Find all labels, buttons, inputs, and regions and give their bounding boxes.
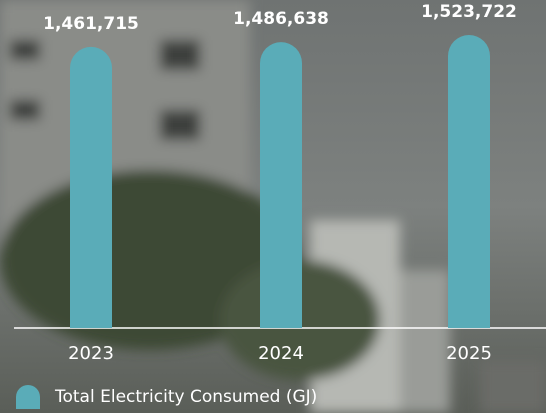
legend-swatch	[16, 385, 40, 409]
chart: Total Electricity Consumed (GJ) 2023 1,46…	[0, 0, 546, 413]
bar	[260, 42, 302, 328]
x-tick-label: 2024	[258, 343, 304, 364]
bar	[70, 47, 112, 328]
value-label: 1,486,638	[233, 9, 329, 29]
x-tick-label: 2025	[446, 343, 492, 364]
bar	[448, 35, 490, 328]
value-label: 1,523,722	[421, 2, 517, 22]
legend-label: Total Electricity Consumed (GJ)	[54, 387, 317, 407]
x-tick-label: 2023	[68, 343, 114, 364]
value-label: 1,461,715	[43, 14, 139, 34]
